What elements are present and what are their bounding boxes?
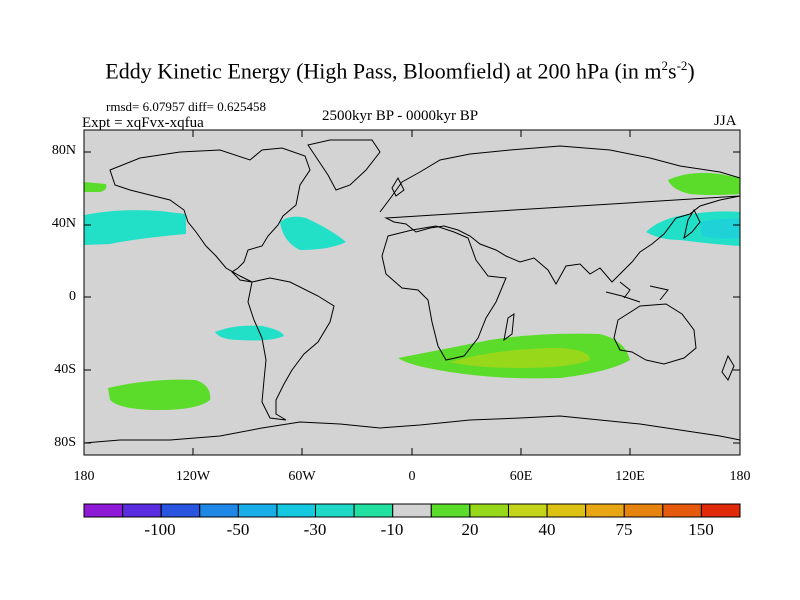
- x-tick-label: 180: [729, 469, 751, 484]
- x-tick-label: 120E: [615, 469, 645, 484]
- colorbar-swatch: [469, 503, 509, 518]
- colorbar: [83, 503, 741, 518]
- colorbar-swatch: [623, 503, 664, 518]
- y-tick-label: 0: [69, 289, 76, 304]
- colorbar-label: 40: [538, 520, 556, 539]
- colorbar-swatch: [315, 503, 355, 518]
- colorbar-swatch: [507, 503, 548, 518]
- patch-arctic-east-green: [668, 172, 740, 195]
- rmsd-stats: rmsd= 6.07957 diff= 0.625458: [106, 99, 266, 114]
- x-tick-label: 120W: [175, 469, 211, 484]
- colorbar-swatch: [353, 503, 394, 518]
- coast-britain: [391, 176, 405, 197]
- y-tick-label: 40N: [51, 216, 76, 231]
- colorbar-swatch: [392, 503, 432, 518]
- colorbar-swatch: [430, 503, 471, 518]
- coast-greenland: [307, 139, 381, 191]
- colorbar-swatch: [122, 503, 162, 518]
- colorbar-swatch: [276, 503, 317, 518]
- x-tick-label: 180: [73, 469, 95, 484]
- colorbar-swatch: [585, 503, 625, 518]
- coast-new-zealand: [721, 354, 735, 381]
- colorbar-label: -10: [380, 520, 404, 539]
- colorbar-swatch: [83, 503, 124, 518]
- colorbar-swatch: [546, 503, 587, 518]
- colorbar-label: 20: [461, 520, 479, 539]
- season-label: JJA: [714, 113, 737, 129]
- patch-northpacific-east-core: [700, 218, 740, 239]
- colorbar-label: -50: [226, 520, 250, 539]
- y-tick-label: 80S: [54, 435, 76, 450]
- colorbar-label: -100: [144, 520, 176, 539]
- coast-indonesia: [605, 281, 669, 303]
- colorbar-swatch: [199, 503, 239, 518]
- x-tick-label: 60E: [509, 469, 533, 484]
- coast-south-america: [247, 277, 335, 421]
- patch-southpacific-green: [108, 379, 211, 410]
- experiment-label: Expt = xqFvx-xqfua: [82, 115, 204, 131]
- x-tick-label: 60W: [288, 469, 316, 484]
- coast-japan: [683, 208, 701, 240]
- colorbar-swatch: [237, 503, 278, 518]
- coast-north-america: [109, 147, 311, 283]
- patch-northpacific-west-cyan: [84, 210, 186, 245]
- map-frame: [83, 129, 741, 456]
- coast-antarctica: [83, 415, 741, 444]
- y-tick-label: 80N: [51, 143, 76, 158]
- colorbar-swatch: [662, 503, 702, 518]
- colorbar-label: -30: [303, 520, 327, 539]
- colorbar-label: 150: [688, 520, 714, 539]
- patch-northatlantic-cyan: [280, 216, 346, 250]
- patch-southpacific-cyan: [215, 325, 284, 341]
- colorbar-label: 75: [615, 520, 633, 539]
- anomaly-patches: [84, 172, 740, 410]
- coastlines: [83, 139, 741, 444]
- coast-africa: [381, 225, 507, 361]
- x-tick-label: 0: [408, 469, 416, 484]
- patch-southern-ocean-yellowgreen: [450, 348, 590, 368]
- colorbar-swatch: [160, 503, 201, 518]
- coast-eurasia: [379, 145, 741, 286]
- coast-australia: [613, 303, 697, 365]
- period-label: 2500kyr BP - 0000kyr BP: [322, 108, 479, 124]
- y-tick-label: 40S: [54, 362, 76, 377]
- colorbar-swatch: [700, 503, 741, 518]
- chart-title: Eddy Kinetic Energy (High Pass, Bloomfie…: [105, 58, 695, 84]
- patch-arctic-west-green: [84, 182, 107, 192]
- coast-madagascar: [503, 312, 515, 342]
